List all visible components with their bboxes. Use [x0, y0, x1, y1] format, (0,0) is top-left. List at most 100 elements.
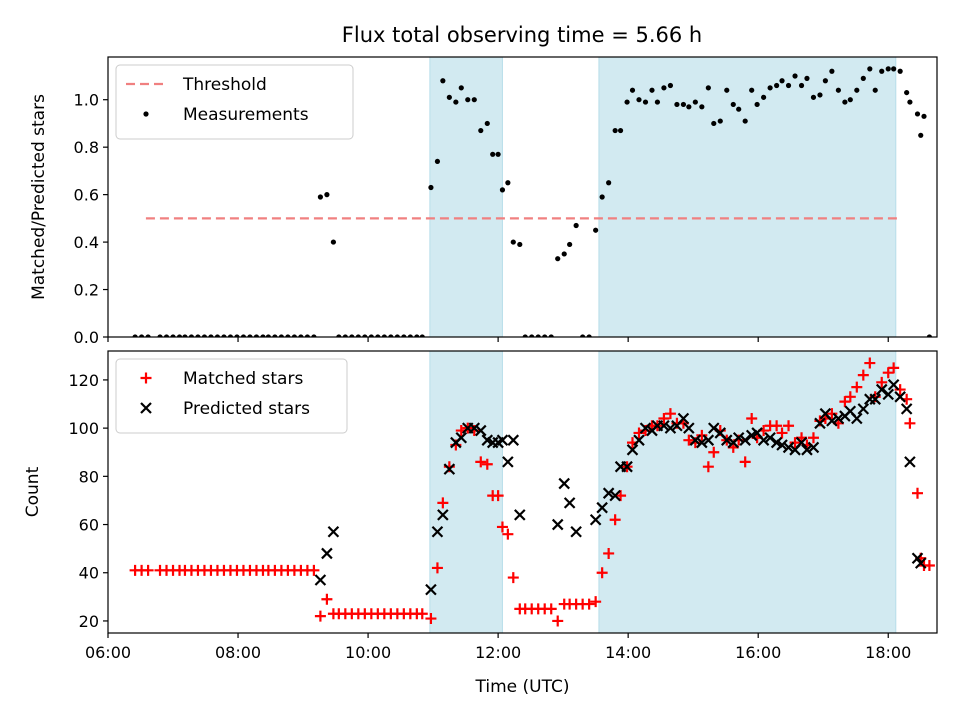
data-point — [615, 490, 627, 502]
data-point — [724, 87, 730, 93]
data-point — [911, 487, 923, 499]
data-point — [188, 334, 195, 337]
data-point — [891, 66, 897, 72]
data-point — [609, 489, 621, 502]
y-tick-label: 100 — [68, 419, 99, 438]
data-point — [783, 420, 795, 432]
y-tick-label: 0.2 — [74, 281, 99, 300]
data-point — [612, 127, 618, 134]
top-panel: 0.0 0.2 0.4 0.6 0.8 1.0 Matched/Predicted star… — [29, 56, 938, 347]
x-tick-label: 18:00 — [865, 643, 911, 662]
data-point — [496, 434, 509, 446]
data-point — [545, 603, 557, 615]
y-tick-label: 0.4 — [74, 233, 99, 252]
data-point — [689, 434, 702, 446]
data-point — [888, 362, 900, 374]
data-point — [308, 564, 320, 576]
data-point — [642, 99, 649, 105]
data-point — [440, 78, 446, 84]
legend-label: Measurements — [183, 105, 309, 125]
data-point — [163, 334, 170, 337]
data-point — [431, 525, 444, 538]
data-point — [661, 85, 667, 91]
data-point — [771, 420, 783, 432]
data-point — [260, 334, 266, 337]
data-point — [761, 94, 767, 100]
data-point — [717, 118, 723, 124]
data-point — [677, 412, 690, 425]
data-point — [465, 97, 471, 103]
data-point — [699, 104, 705, 110]
data-point — [317, 194, 323, 200]
data-point — [798, 82, 805, 89]
data-point — [829, 68, 835, 74]
data-point — [626, 444, 639, 456]
data-point — [505, 180, 511, 186]
data-point — [757, 434, 770, 446]
data-point — [696, 436, 708, 449]
data-point — [510, 239, 516, 245]
data-point — [835, 87, 841, 93]
data-point — [176, 334, 183, 337]
data-point — [621, 460, 633, 473]
data-point — [617, 127, 624, 134]
data-point — [401, 334, 407, 337]
data-point — [801, 444, 813, 456]
data-point — [240, 334, 247, 337]
data-point — [195, 334, 201, 337]
data-point — [857, 403, 870, 415]
data-point — [342, 334, 348, 337]
data-point — [686, 104, 692, 110]
data-point — [599, 194, 605, 200]
data-point — [394, 334, 400, 337]
x-tick-label: 06:00 — [85, 643, 131, 662]
data-point — [589, 513, 602, 526]
figure-title: Flux total observing time = 5.66 h — [342, 23, 702, 47]
data-point — [842, 99, 848, 105]
data-point — [606, 180, 612, 186]
legend-label: Threshold — [182, 75, 267, 95]
data-point — [767, 85, 773, 91]
data-point — [208, 334, 214, 337]
data-point — [425, 613, 437, 625]
data-point — [455, 431, 468, 444]
data-point — [867, 66, 873, 72]
data-point — [552, 615, 564, 627]
data-point — [869, 393, 882, 405]
data-point — [368, 334, 374, 337]
data-point — [683, 434, 695, 446]
data-point — [882, 367, 894, 379]
data-point — [658, 419, 670, 432]
data-point — [923, 560, 935, 572]
legend-label: Predicted stars — [183, 399, 310, 419]
y-axis-label: Matched/Predicted stars — [29, 94, 49, 300]
data-point — [437, 509, 449, 521]
data-point — [795, 436, 808, 449]
shaded-interval — [429, 56, 503, 338]
legend: Threshold Measurements — [115, 64, 354, 140]
data-point — [876, 376, 888, 388]
plot-area — [129, 357, 935, 627]
data-point — [355, 334, 361, 337]
data-point — [330, 239, 337, 245]
axes-frame — [107, 350, 938, 634]
data-point — [776, 439, 788, 451]
data-point — [904, 89, 910, 96]
data-point — [407, 334, 413, 337]
data-point — [336, 334, 342, 337]
data-point — [885, 66, 891, 72]
data-point — [227, 334, 234, 337]
data-point — [563, 497, 576, 509]
data-point — [879, 68, 885, 74]
data-point — [431, 562, 443, 574]
data-point — [596, 567, 608, 579]
data-point — [707, 422, 720, 434]
legend-marker — [140, 402, 152, 414]
data-point — [739, 456, 751, 468]
legend-box — [115, 64, 354, 140]
data-point — [900, 403, 913, 415]
y-tick-label: 40 — [79, 564, 99, 583]
y-tick-label: 1.0 — [74, 91, 99, 110]
data-point — [201, 334, 208, 337]
